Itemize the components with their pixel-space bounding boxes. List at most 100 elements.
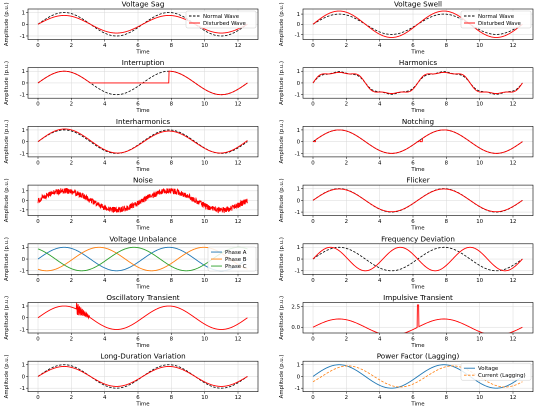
x-tick-label: 6 <box>411 43 415 49</box>
x-axis-label: Time <box>410 50 425 56</box>
subplot: 0 2 4 6 8 10 12 -1 0 1 Frequency Deviation Time Ampl… <box>279 234 534 290</box>
y-axis-label: Amplitude (p.u.) <box>4 237 10 281</box>
x-tick-label: 0 <box>311 43 315 49</box>
x-tick-label: 0 <box>311 395 315 401</box>
y-tick-label: 1 <box>297 69 300 75</box>
axes-frame <box>302 302 534 334</box>
x-tick-label: 0 <box>36 160 40 166</box>
x-tick-label: 12 <box>510 278 517 284</box>
x-tick-label: 10 <box>476 102 483 108</box>
subplot: 0 2 4 6 8 10 12 -1 0 1 Long-Duration Variation Time… <box>4 352 259 408</box>
x-tick-label: 6 <box>411 160 415 166</box>
legend-box <box>460 362 532 381</box>
subplot-title: Oscillatory Transient <box>106 293 179 302</box>
legend-label: Normal Wave <box>203 14 240 20</box>
y-tick-label: 0.0 <box>291 325 300 331</box>
x-tick-label: 6 <box>411 337 415 343</box>
y-tick-label: 0 <box>297 140 301 146</box>
x-tick-label: 8 <box>445 219 449 225</box>
x-tick-label: 12 <box>235 43 242 49</box>
series-line <box>312 10 523 38</box>
legend-box <box>207 246 257 272</box>
x-tick-label: 8 <box>170 219 174 225</box>
x-tick-label: 12 <box>510 337 517 343</box>
x-tick-label: 0 <box>311 160 315 166</box>
x-tick-label: 2 <box>70 337 73 343</box>
x-tick-label: 2 <box>345 102 348 108</box>
legend-label: Phase B <box>225 257 247 263</box>
x-tick-label: 10 <box>201 43 208 49</box>
x-tick-label: 4 <box>378 337 382 343</box>
y-tick-label: 1 <box>297 12 300 18</box>
subplot: 0 2 4 6 8 10 12 -1 0 1 Interruption Time Amplitude (… <box>4 58 259 114</box>
subplot: 0 2 4 6 8 10 12 -1 0 1 Voltage Unbalance Time Amplit… <box>4 234 259 290</box>
y-axis-label: Amplitude (p.u.) <box>279 237 285 281</box>
subplot: 0 2 4 6 8 10 12 -1 0 1 Interharmonics Time Amplitude… <box>4 117 259 173</box>
legend-box <box>460 10 532 29</box>
x-tick-label: 0 <box>311 278 315 284</box>
x-tick-label: 2 <box>345 395 348 401</box>
y-tick-label: -1 <box>20 93 25 99</box>
x-tick-label: 12 <box>235 102 242 108</box>
legend-label: Disturbed Wave <box>203 21 247 27</box>
subplot-title: Voltage Unbalance <box>109 234 177 243</box>
y-axis-label: Amplitude (p.u.) <box>279 61 285 105</box>
y-tick-label: 1 <box>22 189 25 195</box>
x-tick-label: 2 <box>70 160 73 166</box>
x-tick-label: 4 <box>103 278 107 284</box>
subplot: 0 2 4 6 8 10 12 -1 0 1 Voltage Swell Time Amplitude … <box>279 0 534 56</box>
x-tick-label: 2 <box>70 102 73 108</box>
y-axis-label: Amplitude (p.u.) <box>279 2 285 46</box>
series-line <box>312 365 523 388</box>
y-tick-label: 1 <box>297 128 300 134</box>
y-tick-label: 1 <box>22 128 25 134</box>
x-tick-label: 10 <box>476 160 483 166</box>
x-tick-label: 12 <box>235 219 242 225</box>
y-tick-label: -1 <box>20 327 25 333</box>
x-tick-label: 10 <box>476 219 483 225</box>
subplot-title: Noise <box>133 176 154 185</box>
subplot-title: Interharmonics <box>116 117 170 126</box>
y-tick-label: -1 <box>295 269 300 275</box>
x-tick-label: 12 <box>510 219 517 225</box>
x-tick-label: 4 <box>378 278 382 284</box>
x-axis-label: Time <box>135 343 150 349</box>
x-tick-label: 6 <box>136 337 140 343</box>
subplot-title: Power Factor (Lagging) <box>377 352 460 361</box>
x-tick-label: 2 <box>345 43 348 49</box>
subplot-title: Voltage Sag <box>122 0 165 9</box>
x-tick-label: 2 <box>70 395 73 401</box>
x-tick-label: 4 <box>103 160 107 166</box>
x-tick-label: 2 <box>70 43 73 49</box>
series-line <box>312 364 523 389</box>
y-axis-label: Amplitude (p.u.) <box>4 296 10 340</box>
x-tick-label: 4 <box>378 43 382 49</box>
subplot: 0 2 4 6 8 10 12 -1 0 1 Noise Time Amplitude (p.u.) <box>4 176 259 232</box>
x-tick-label: 8 <box>170 102 174 108</box>
subplot-title: Frequency Deviation <box>381 234 455 243</box>
y-tick-label: 1 <box>22 245 25 251</box>
x-tick-label: 8 <box>445 337 449 343</box>
x-tick-label: 12 <box>235 395 242 401</box>
series-line <box>37 366 248 387</box>
x-tick-label: 10 <box>476 43 483 49</box>
x-tick-label: 6 <box>136 43 140 49</box>
series-line <box>312 71 523 94</box>
x-tick-label: 2 <box>345 160 348 166</box>
subplot: 0 2 4 6 8 10 12 -1 0 1 Harmonics Time Amplitude (p.u… <box>279 58 534 114</box>
y-tick-label: 0 <box>22 198 26 204</box>
x-tick-label: 10 <box>201 278 208 284</box>
x-tick-label: 12 <box>235 160 242 166</box>
x-tick-label: 4 <box>378 102 382 108</box>
series-line <box>37 128 248 154</box>
x-axis-label: Time <box>135 226 150 232</box>
y-tick-label: 0 <box>22 316 26 322</box>
y-tick-label: -1 <box>20 208 25 214</box>
y-axis-label: Amplitude (p.u.) <box>4 120 10 164</box>
y-tick-label: 1 <box>297 363 300 369</box>
subplot: 0 2 4 6 8 10 12 -1 0 1 Oscillatory Transient Time Am… <box>4 293 259 349</box>
y-tick-label: -1 <box>20 386 25 392</box>
